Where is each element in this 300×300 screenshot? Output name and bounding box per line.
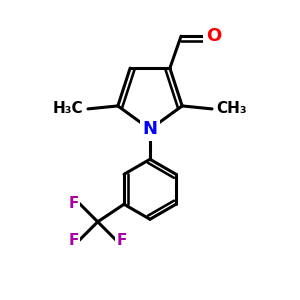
Text: N: N — [142, 120, 158, 138]
Text: H₃C: H₃C — [53, 101, 84, 116]
Text: F: F — [69, 233, 79, 248]
Text: F: F — [69, 196, 79, 211]
Text: O: O — [206, 27, 221, 45]
Text: CH₃: CH₃ — [216, 101, 247, 116]
Text: F: F — [116, 233, 127, 248]
